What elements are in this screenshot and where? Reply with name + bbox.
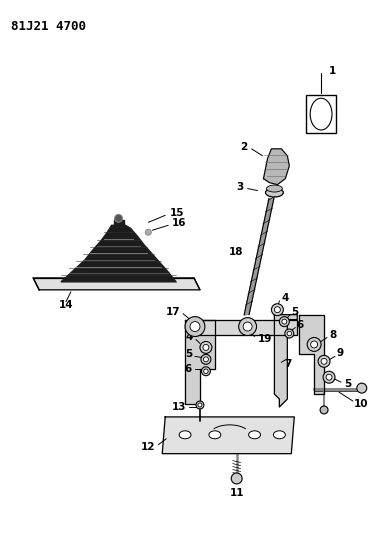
Circle shape xyxy=(357,383,367,393)
Text: 14: 14 xyxy=(59,300,74,310)
Circle shape xyxy=(323,372,335,383)
Text: 3: 3 xyxy=(236,182,244,191)
Bar xyxy=(306,95,336,133)
Text: 13: 13 xyxy=(171,402,186,412)
Circle shape xyxy=(190,321,200,332)
Ellipse shape xyxy=(310,98,332,130)
Text: 5: 5 xyxy=(185,349,192,359)
Text: 11: 11 xyxy=(229,488,244,498)
Text: 4L: 4L xyxy=(318,123,324,127)
Polygon shape xyxy=(114,220,123,230)
Circle shape xyxy=(196,401,204,409)
Text: 4: 4 xyxy=(185,333,193,343)
Text: 5: 5 xyxy=(291,306,298,317)
Text: 1: 1 xyxy=(329,67,336,76)
Circle shape xyxy=(320,406,328,414)
Ellipse shape xyxy=(209,431,221,439)
Circle shape xyxy=(287,332,291,336)
Circle shape xyxy=(200,342,212,353)
Polygon shape xyxy=(61,225,176,282)
Circle shape xyxy=(311,341,318,348)
Polygon shape xyxy=(162,417,294,454)
Text: 16: 16 xyxy=(172,219,187,228)
Text: 81J21 4700: 81J21 4700 xyxy=(11,20,86,33)
Polygon shape xyxy=(274,314,297,407)
Text: 2: 2 xyxy=(240,142,248,152)
Ellipse shape xyxy=(267,185,282,192)
Text: 6: 6 xyxy=(185,364,192,374)
Circle shape xyxy=(318,356,330,367)
Text: 4H: 4H xyxy=(317,109,325,114)
Ellipse shape xyxy=(249,431,260,439)
Ellipse shape xyxy=(265,188,283,197)
Polygon shape xyxy=(185,320,215,404)
Circle shape xyxy=(198,403,202,407)
Text: 7: 7 xyxy=(284,359,292,369)
Circle shape xyxy=(326,374,332,380)
Text: 2H: 2H xyxy=(317,102,325,107)
Circle shape xyxy=(274,306,281,313)
Ellipse shape xyxy=(179,431,191,439)
Circle shape xyxy=(201,354,211,364)
Circle shape xyxy=(239,318,256,335)
Circle shape xyxy=(201,367,210,376)
Text: 5: 5 xyxy=(344,379,351,389)
Text: 8: 8 xyxy=(329,329,336,340)
Polygon shape xyxy=(299,314,324,394)
Circle shape xyxy=(231,473,242,484)
Ellipse shape xyxy=(274,431,285,439)
Text: 15: 15 xyxy=(170,208,185,219)
Text: 17: 17 xyxy=(165,306,180,317)
Polygon shape xyxy=(195,320,297,335)
Text: 10: 10 xyxy=(354,399,368,409)
Circle shape xyxy=(321,358,327,364)
Circle shape xyxy=(282,319,287,324)
Text: 4: 4 xyxy=(281,293,289,303)
Text: N: N xyxy=(319,116,323,120)
Polygon shape xyxy=(244,198,274,315)
Text: 12: 12 xyxy=(141,442,155,451)
Polygon shape xyxy=(33,278,200,290)
Circle shape xyxy=(203,344,209,350)
Circle shape xyxy=(146,229,151,235)
Circle shape xyxy=(285,329,294,338)
Circle shape xyxy=(272,304,283,316)
Text: 18: 18 xyxy=(229,247,244,257)
Circle shape xyxy=(279,317,289,327)
Circle shape xyxy=(114,214,123,222)
Circle shape xyxy=(204,369,208,374)
Circle shape xyxy=(203,357,208,362)
Circle shape xyxy=(307,337,321,351)
Text: 6: 6 xyxy=(296,320,303,329)
Circle shape xyxy=(185,317,205,336)
Text: 19: 19 xyxy=(258,335,272,344)
Polygon shape xyxy=(263,149,289,184)
Circle shape xyxy=(243,322,252,331)
Text: 9: 9 xyxy=(337,349,344,358)
